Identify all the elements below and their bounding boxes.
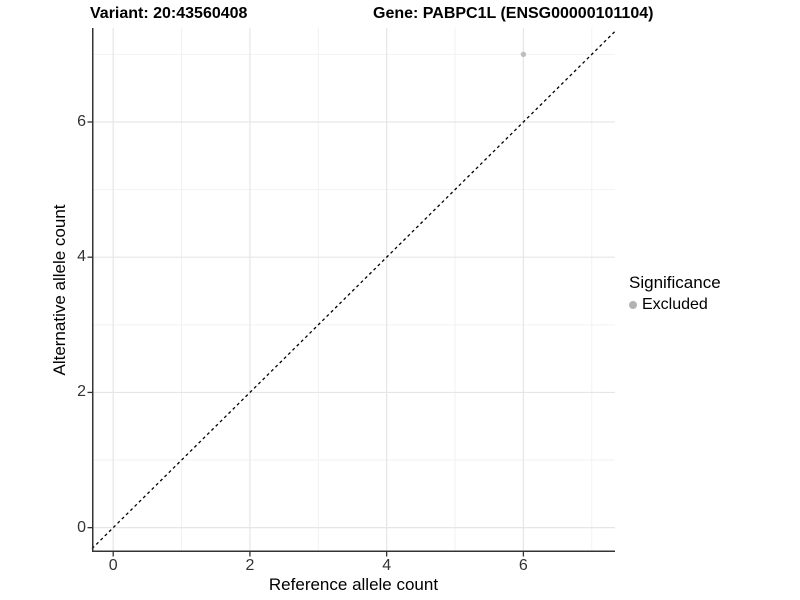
x-tick-label: 4 — [382, 557, 392, 574]
identity-dashed-line — [91, 30, 616, 550]
legend: Significance Excluded — [629, 273, 721, 314]
plot-panel — [87, 28, 616, 557]
plot-canvas — [87, 28, 616, 557]
legend-item-excluded: Excluded — [629, 296, 721, 314]
x-tick-label: 6 — [518, 557, 528, 574]
legend-point-swatch-icon — [629, 301, 637, 309]
y-tick-label: 4 — [77, 248, 86, 266]
x-axis-label: Reference allele count — [268, 575, 439, 594]
x-tick-label: 0 — [108, 557, 118, 574]
x-tick-label: 2 — [245, 557, 255, 574]
plot-title-variant: Variant: 20:43560408 — [90, 5, 248, 22]
data-point — [520, 51, 527, 58]
plot-title-gene: Gene: PABPC1L (ENSG00000101104) — [373, 5, 654, 22]
y-tick-label: 0 — [77, 518, 86, 536]
legend-title: Significance — [629, 273, 721, 292]
legend-item-label: Excluded — [642, 296, 708, 313]
y-axis-label: Alternative allele count — [50, 204, 69, 376]
y-tick-label: 6 — [77, 112, 86, 130]
y-tick-label: 2 — [77, 383, 86, 401]
